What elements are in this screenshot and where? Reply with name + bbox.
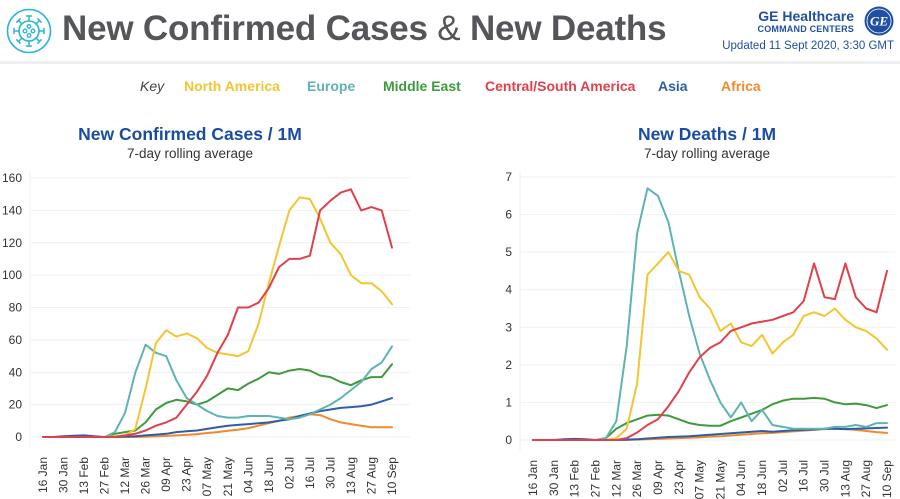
deaths-x-tick-label: 21 May bbox=[713, 460, 727, 499]
deaths-y-tick-label: 4 bbox=[505, 283, 512, 297]
brand-subtitle: COMMAND CENTERS bbox=[757, 24, 854, 34]
cases-y-tick-label: 100 bbox=[2, 268, 22, 282]
cases-y-tick-label: 60 bbox=[9, 333, 23, 347]
deaths-series-central-south-america bbox=[532, 262, 888, 441]
deaths-y-tick-label: 2 bbox=[505, 358, 512, 372]
cases-x-tick-label: 16 Jul bbox=[303, 457, 317, 489]
cases-x-tick-label: 18 Jun bbox=[262, 457, 276, 493]
page-title-part2: New Deaths bbox=[469, 9, 667, 48]
deaths-x-tick-label: 09 Apr bbox=[651, 460, 665, 495]
cases-y-tick-label: 40 bbox=[9, 365, 23, 379]
cases-x-tick-label: 02 Jul bbox=[282, 457, 296, 489]
deaths-x-tick-label: 26 Mar bbox=[630, 460, 644, 497]
cases-y-tick-label: 140 bbox=[2, 203, 22, 217]
deaths-x-tick-label: 30 Jul bbox=[818, 460, 832, 492]
cases-y-tick-label: 0 bbox=[15, 430, 22, 444]
cases-x-tick-label: 12 Mar bbox=[118, 457, 132, 494]
deaths-chart-subtitle: 7-day rolling average bbox=[643, 146, 771, 161]
deaths-y-tick-label: 3 bbox=[505, 320, 512, 334]
deaths-series-north-america bbox=[532, 251, 888, 441]
cases-x-tick-label: 04 Jun bbox=[241, 457, 255, 493]
page-title: New Confirmed Cases & New Deaths bbox=[62, 9, 667, 49]
deaths-chart-title: New Deaths / 1M bbox=[637, 124, 777, 144]
cases-x-tick-label: 27 Aug bbox=[364, 457, 378, 494]
deaths-y-tick-label: 5 bbox=[505, 245, 512, 259]
deaths-y-tick-label: 0 bbox=[505, 433, 512, 447]
deaths-series-middle-east bbox=[532, 396, 888, 441]
page-title-ampersand: & bbox=[437, 9, 461, 48]
cases-chart-title: New Confirmed Cases / 1M bbox=[78, 124, 302, 144]
deaths-x-tick-label: 04 Jun bbox=[734, 460, 748, 496]
brand-name: GE Healthcare bbox=[758, 8, 854, 24]
brand-block: GE Healthcare COMMAND CENTERS bbox=[758, 8, 855, 35]
deaths-x-tick-label: 27 Aug bbox=[859, 460, 873, 497]
deaths-x-tick-label: 12 Mar bbox=[609, 460, 623, 497]
cases-chart-subtitle: 7-day rolling average bbox=[126, 146, 254, 161]
cases-x-tick-label: 10 Sep bbox=[385, 457, 399, 495]
legend-item-central-south-america: Central/South America bbox=[485, 78, 636, 94]
page-header: New Confirmed Cases & New Deaths GE Heal… bbox=[0, 0, 900, 64]
deaths-y-tick-label: 7 bbox=[505, 170, 512, 184]
virus-icon bbox=[6, 8, 52, 54]
svg-text:GE: GE bbox=[870, 14, 888, 29]
deaths-x-tick-label: 30 Jan bbox=[547, 460, 561, 496]
deaths-x-tick-label: 16 Jan bbox=[526, 460, 540, 496]
cases-y-tick-label: 120 bbox=[2, 236, 22, 250]
cases-y-tick-label: 20 bbox=[9, 398, 23, 412]
deaths-y-tick-label: 1 bbox=[505, 395, 512, 409]
deaths-x-tick-label: 13 Aug bbox=[838, 460, 852, 497]
deaths-series-asia bbox=[532, 426, 888, 441]
legend-item-asia: Asia bbox=[658, 78, 688, 94]
deaths-y-tick-label: 6 bbox=[505, 208, 512, 222]
ge-monogram-icon: GE bbox=[864, 6, 894, 36]
legend-item-north-america: North America bbox=[184, 78, 280, 94]
legend-key-label: Key bbox=[140, 78, 165, 94]
legend-item-europe: Europe bbox=[307, 78, 356, 94]
cases-x-tick-label: 09 Apr bbox=[159, 457, 173, 492]
cases-series-central-south-america bbox=[42, 188, 393, 438]
deaths-x-tick-label: 27 Feb bbox=[588, 460, 602, 498]
cases-x-tick-label: 21 May bbox=[221, 457, 235, 496]
cases-y-tick-label: 160 bbox=[2, 171, 22, 185]
legend: Key North America Europe Middle East Cen… bbox=[0, 78, 900, 98]
cases-x-tick-label: 07 May bbox=[200, 457, 214, 496]
cases-x-tick-label: 13 Aug bbox=[344, 457, 358, 494]
deaths-x-tick-label: 02 Jul bbox=[776, 460, 790, 492]
cases-x-tick-label: 30 Jul bbox=[323, 457, 337, 489]
legend-item-middle-east: Middle East bbox=[383, 78, 461, 94]
deaths-x-tick-label: 18 Jun bbox=[755, 460, 769, 496]
cases-x-tick-label: 30 Jan bbox=[57, 457, 71, 493]
page-title-part1: New Confirmed Cases bbox=[62, 9, 428, 48]
updated-timestamp: Updated 11 Sept 2020, 3:30 GMT bbox=[722, 40, 894, 52]
cases-x-tick-label: 23 Apr bbox=[180, 457, 194, 492]
cases-y-tick-label: 80 bbox=[9, 301, 23, 315]
deaths-x-tick-label: 10 Sep bbox=[880, 460, 894, 498]
deaths-x-tick-label: 07 May bbox=[693, 460, 707, 499]
cases-x-tick-label: 26 Mar bbox=[139, 457, 153, 494]
deaths-x-tick-label: 23 Apr bbox=[672, 460, 686, 495]
deaths-x-tick-label: 13 Feb bbox=[568, 460, 582, 498]
cases-x-tick-label: 27 Feb bbox=[98, 457, 112, 495]
legend-item-africa: Africa bbox=[721, 78, 761, 94]
cases-x-tick-label: 16 Jan bbox=[36, 457, 50, 493]
cases-x-tick-label: 13 Feb bbox=[77, 457, 91, 495]
deaths-x-tick-label: 16 Jul bbox=[797, 460, 811, 492]
